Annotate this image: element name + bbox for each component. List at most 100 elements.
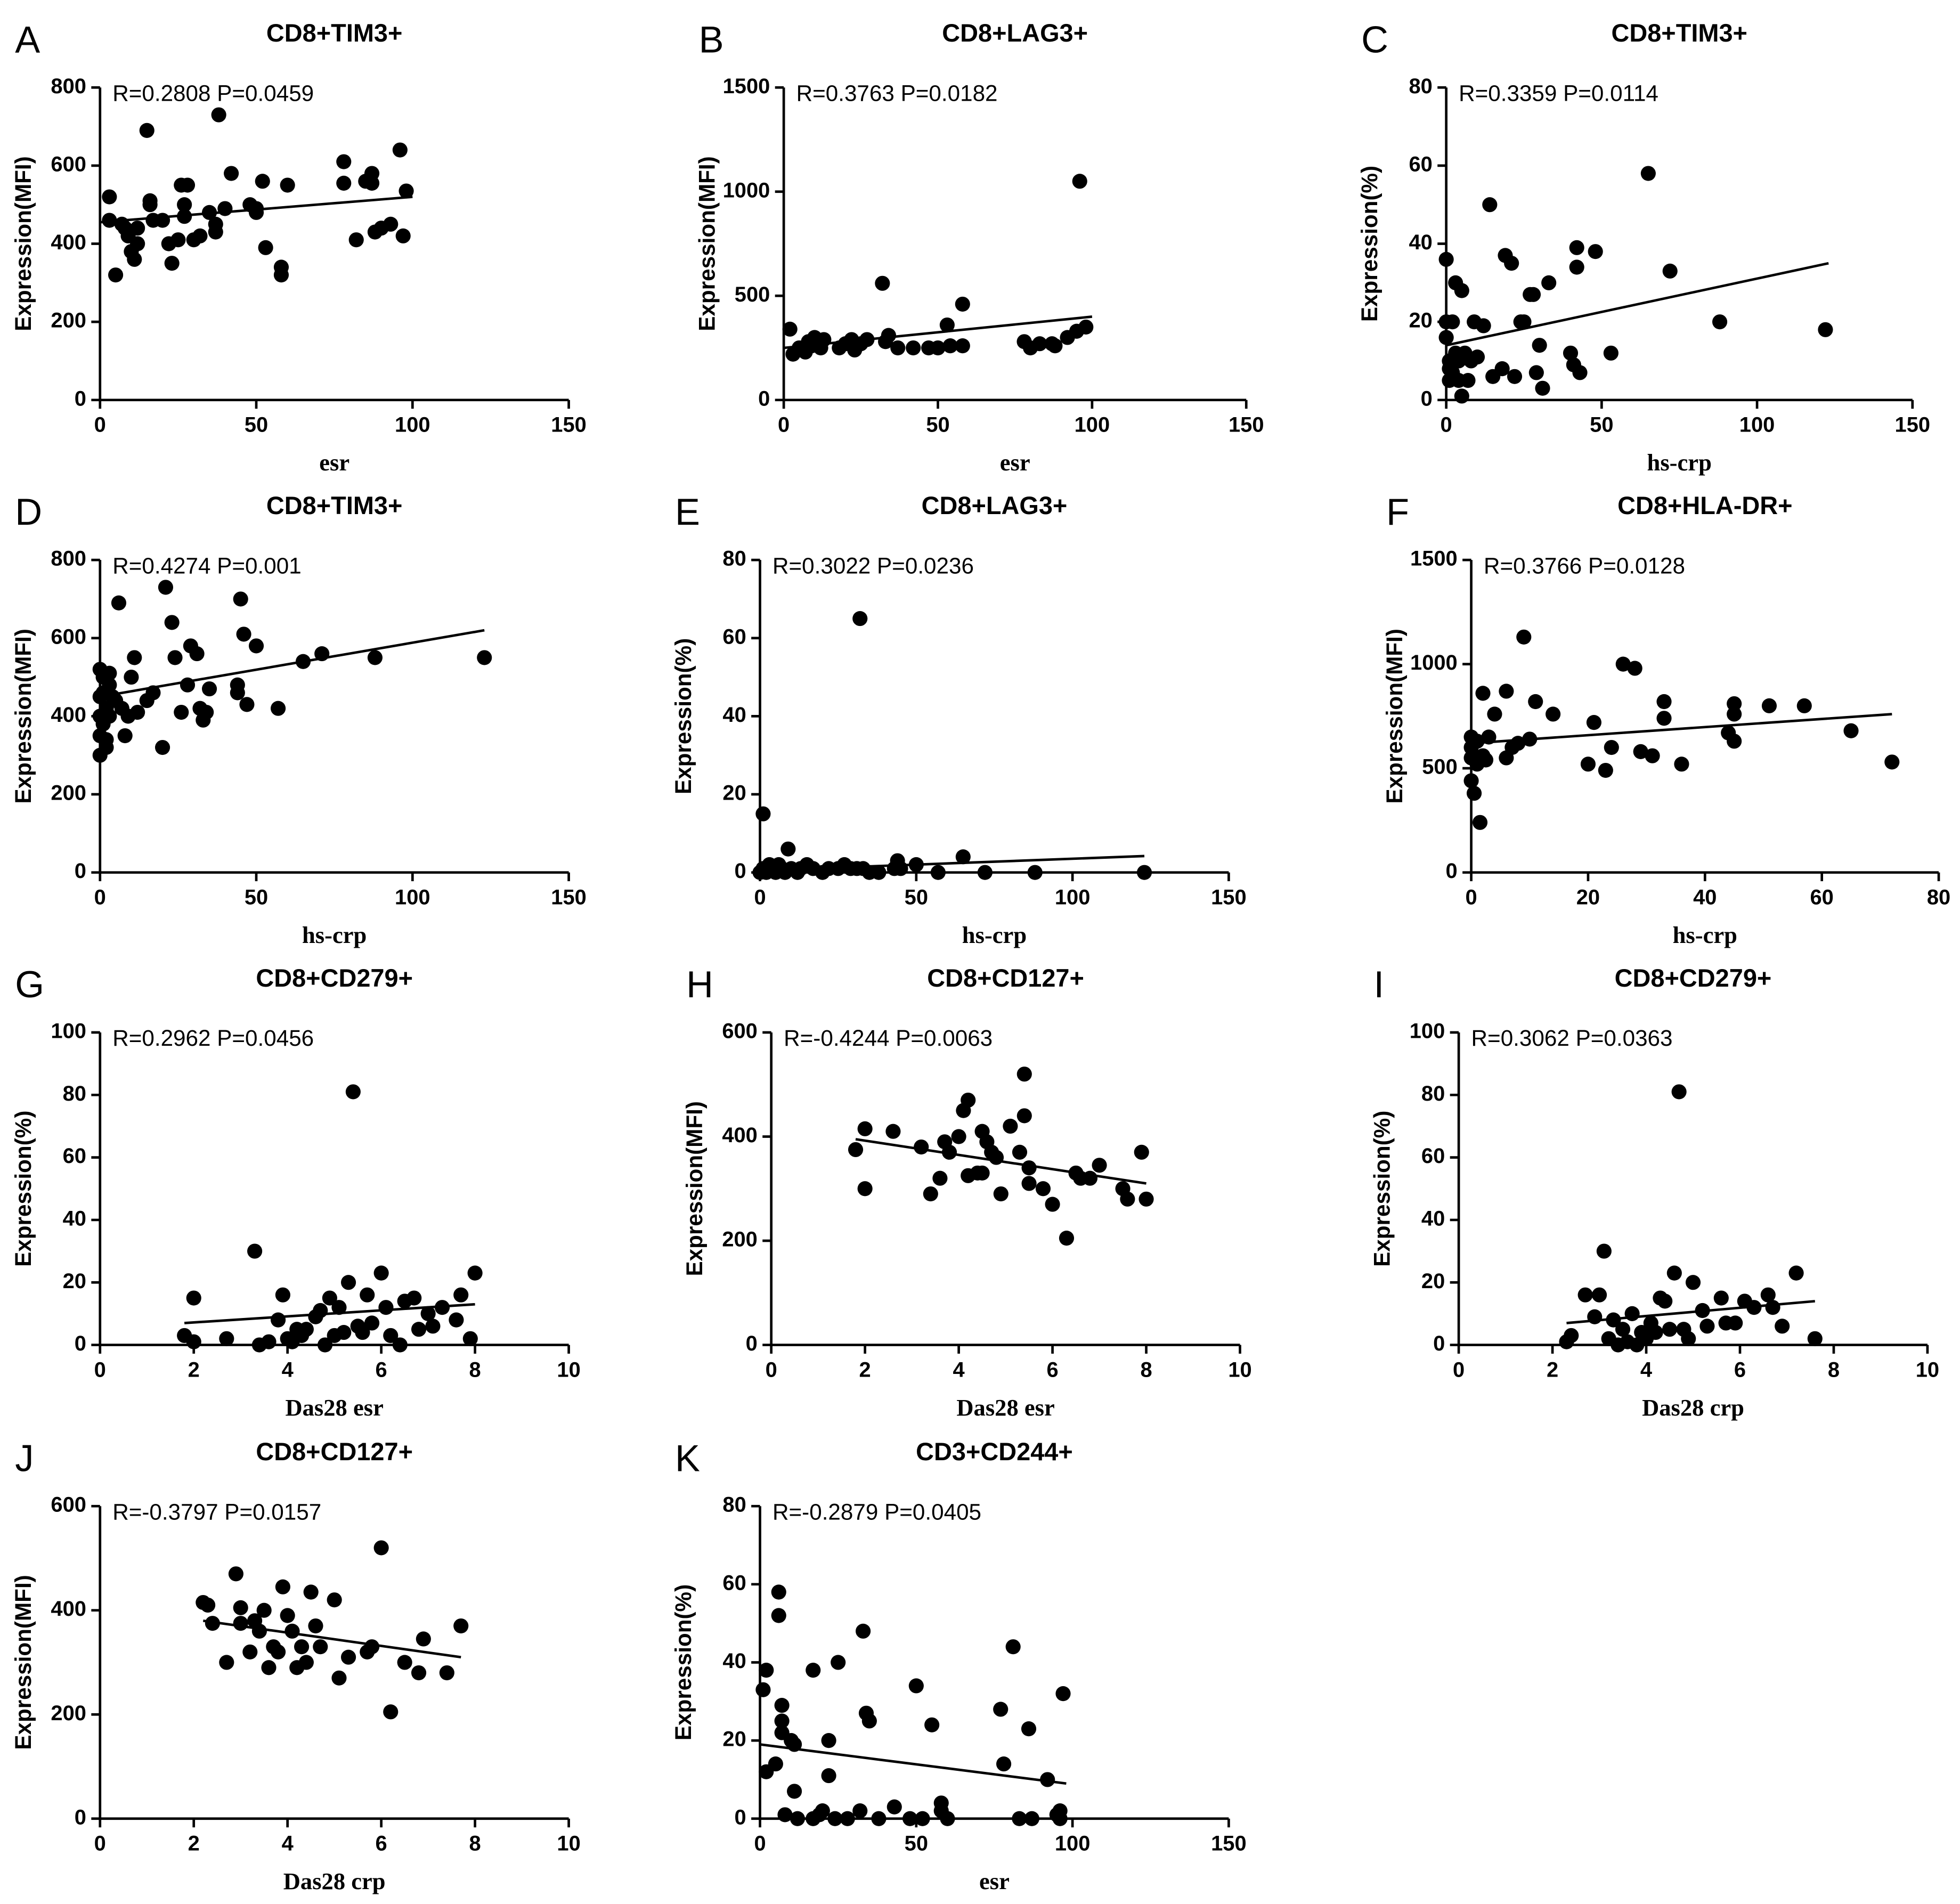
y-tick-label: 80: [1421, 1082, 1445, 1105]
data-point: [284, 1623, 300, 1639]
data-point: [247, 1243, 263, 1259]
data-point: [924, 1717, 940, 1732]
x-tick-label: 150: [1211, 1832, 1247, 1856]
data-point: [295, 654, 311, 669]
data-point: [777, 1807, 793, 1822]
panel-letter: C: [1361, 18, 1388, 60]
data-point: [940, 1811, 955, 1826]
y-tick-label: 60: [722, 1571, 746, 1594]
panel-title: CD8+TIM3+: [266, 19, 402, 47]
x-tick-label: 150: [1211, 885, 1247, 909]
data-point: [1577, 1287, 1593, 1303]
data-point: [174, 704, 189, 720]
x-tick-label: 0: [754, 885, 766, 909]
data-point: [271, 1644, 286, 1660]
y-tick-label: 100: [1410, 1020, 1445, 1043]
data-point: [154, 739, 170, 755]
x-tick-label: 10: [557, 1832, 580, 1856]
data-point: [383, 1704, 398, 1720]
y-tick-label: 80: [63, 1082, 86, 1105]
panel-title: CD8+HLA-DR+: [1617, 492, 1792, 519]
data-point: [1648, 1324, 1663, 1340]
data-point: [1727, 696, 1742, 712]
data-point: [1633, 744, 1648, 759]
fit-line: [100, 629, 485, 698]
data-point: [857, 1121, 873, 1136]
y-tick-label: 400: [51, 703, 86, 727]
x-axis-label: hs-crp: [962, 922, 1027, 948]
data-point: [1138, 1191, 1154, 1207]
data-point: [939, 317, 955, 333]
x-tick-label: 0: [754, 1832, 766, 1856]
stat-annotation: R=0.3766 P=0.0128: [1484, 553, 1685, 578]
data-point: [397, 1655, 412, 1670]
x-tick-label: 4: [282, 1358, 294, 1381]
x-tick-label: 0: [1453, 1358, 1465, 1381]
data-point: [951, 1129, 966, 1144]
data-point: [893, 861, 908, 876]
data-point: [117, 728, 133, 744]
panel-letter: E: [675, 491, 700, 533]
data-point: [1027, 865, 1043, 880]
data-point: [1563, 345, 1579, 361]
x-tick-label: 80: [1927, 885, 1950, 909]
data-point: [434, 1300, 450, 1315]
data-point: [180, 177, 196, 193]
stat-annotation: R=0.3359 P=0.0114: [1459, 80, 1658, 105]
data-point: [1476, 318, 1491, 333]
y-tick-label: 40: [1421, 1207, 1445, 1230]
x-tick-label: 100: [395, 885, 430, 909]
y-tick-label: 1500: [723, 75, 770, 98]
data-point: [955, 849, 971, 865]
y-tick-label: 60: [722, 625, 746, 648]
y-axis-label: Expression(MFI): [11, 156, 36, 331]
data-point: [1760, 1287, 1776, 1303]
data-point: [852, 611, 868, 626]
data-point: [1005, 1639, 1021, 1655]
x-tick-label: 0: [94, 885, 106, 909]
data-point: [273, 267, 289, 283]
data-point: [102, 213, 117, 228]
data-point: [217, 201, 233, 216]
x-tick-label: 20: [1576, 885, 1600, 909]
x-tick-label: 8: [1828, 1358, 1840, 1381]
data-point: [364, 1639, 380, 1655]
y-tick-label: 500: [1422, 755, 1458, 779]
data-point: [771, 1584, 786, 1600]
fit-line: [760, 1743, 1067, 1785]
data-point: [1472, 815, 1488, 830]
x-axis-label: hs-crp: [1647, 449, 1712, 476]
data-point: [453, 1287, 469, 1303]
x-tick-label: 0: [1441, 413, 1452, 437]
panel-title: CD8+TIM3+: [1611, 19, 1747, 47]
data-point: [127, 650, 142, 665]
data-point: [768, 1756, 783, 1772]
data-point: [782, 321, 798, 337]
stat-annotation: R=-0.3797 P=0.0157: [112, 1499, 321, 1524]
data-point: [230, 685, 245, 701]
x-axis-label: Das28 crp: [283, 1868, 386, 1894]
data-point: [280, 1608, 295, 1623]
data-point: [1016, 1067, 1032, 1082]
data-point: [102, 665, 117, 681]
panel: J CD8+CD127+ R=-0.3797 P=0.0157 Das28 crp Ex…: [11, 1437, 581, 1894]
data-point: [313, 1639, 328, 1655]
data-point: [1603, 345, 1619, 361]
data-point: [170, 232, 186, 248]
data-point: [360, 1287, 375, 1303]
data-point: [1727, 734, 1742, 749]
y-tick-label: 0: [75, 1805, 86, 1829]
data-point: [1045, 1197, 1060, 1212]
data-point: [955, 296, 970, 312]
data-point: [1615, 1322, 1631, 1337]
data-point: [158, 580, 174, 595]
data-point: [425, 1319, 441, 1334]
panel-title: CD8+TIM3+: [266, 492, 402, 519]
y-tick-label: 600: [51, 625, 86, 648]
data-point: [142, 193, 158, 208]
data-point: [1510, 736, 1526, 751]
data-point: [932, 1170, 948, 1186]
y-tick-label: 500: [735, 283, 770, 306]
data-point: [1627, 661, 1642, 676]
panel-letter: G: [15, 963, 44, 1005]
